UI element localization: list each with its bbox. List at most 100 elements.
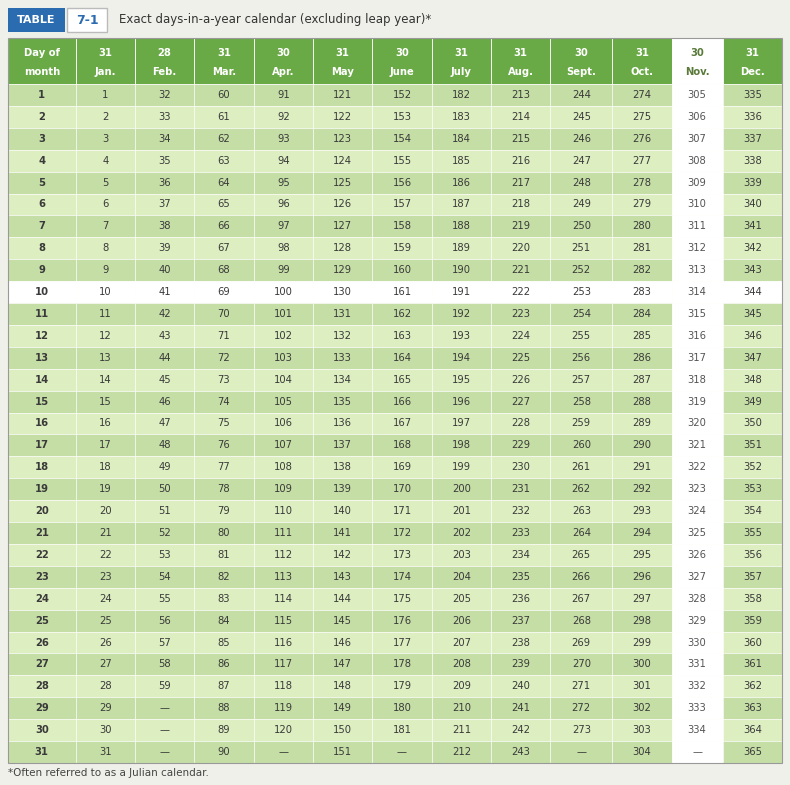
Bar (723, 697, 782, 719)
Text: 251: 251 (572, 243, 591, 254)
Bar (135, 588, 194, 610)
Text: 76: 76 (217, 440, 231, 451)
Text: 348: 348 (743, 374, 762, 385)
Text: 174: 174 (393, 571, 412, 582)
Text: 293: 293 (632, 506, 652, 516)
Text: 349: 349 (743, 396, 762, 407)
Text: 116: 116 (274, 637, 293, 648)
Text: 119: 119 (274, 703, 293, 714)
Text: 149: 149 (333, 703, 352, 714)
Bar (194, 697, 254, 719)
Bar (431, 347, 491, 369)
Bar (254, 588, 313, 610)
Bar (491, 84, 551, 106)
Bar (612, 38, 672, 84)
Bar (194, 566, 254, 588)
Text: 60: 60 (218, 90, 230, 100)
Bar (194, 194, 254, 215)
Text: 238: 238 (511, 637, 530, 648)
Text: 246: 246 (572, 133, 591, 144)
Bar (313, 588, 372, 610)
Bar (612, 281, 672, 303)
Bar (491, 369, 551, 391)
Text: 267: 267 (572, 593, 591, 604)
Bar (431, 456, 491, 478)
Text: 312: 312 (687, 243, 706, 254)
Bar (254, 259, 313, 281)
Text: 18: 18 (99, 462, 111, 473)
Text: 5: 5 (38, 177, 45, 188)
Bar (194, 347, 254, 369)
Bar (551, 478, 612, 500)
Text: 30: 30 (395, 48, 409, 58)
Bar (76, 281, 135, 303)
Bar (254, 675, 313, 697)
Bar (372, 741, 431, 763)
Text: 167: 167 (393, 418, 412, 429)
Text: 48: 48 (158, 440, 171, 451)
Text: 28: 28 (158, 48, 171, 58)
Text: 21: 21 (35, 528, 49, 538)
Bar (313, 303, 372, 325)
Text: 339: 339 (743, 177, 762, 188)
Bar (8, 281, 76, 303)
Text: 225: 225 (511, 352, 530, 363)
Bar (254, 697, 313, 719)
Text: 75: 75 (217, 418, 231, 429)
Text: 209: 209 (452, 681, 471, 692)
Text: 29: 29 (35, 703, 49, 714)
Bar (672, 303, 723, 325)
Text: 356: 356 (743, 550, 762, 560)
Text: 9: 9 (102, 265, 108, 276)
Bar (254, 544, 313, 566)
Bar (135, 434, 194, 456)
Text: 180: 180 (393, 703, 412, 714)
Text: 268: 268 (572, 615, 591, 626)
Bar (135, 281, 194, 303)
Text: 30: 30 (574, 48, 589, 58)
Bar (723, 456, 782, 478)
Text: 169: 169 (393, 462, 412, 473)
Text: 20: 20 (99, 506, 111, 516)
Bar (612, 303, 672, 325)
Bar (76, 369, 135, 391)
Text: 10: 10 (99, 287, 111, 297)
Text: 28: 28 (35, 681, 49, 692)
Text: 103: 103 (274, 352, 293, 363)
Text: 51: 51 (158, 506, 171, 516)
Bar (551, 675, 612, 697)
Text: 31: 31 (336, 48, 350, 58)
Text: 12: 12 (99, 331, 111, 341)
Text: 311: 311 (687, 221, 706, 232)
Bar (76, 632, 135, 653)
Text: 340: 340 (743, 199, 762, 210)
Bar (135, 719, 194, 741)
Bar (551, 237, 612, 259)
Text: 279: 279 (632, 199, 652, 210)
Text: 30: 30 (35, 725, 49, 735)
Text: 114: 114 (274, 593, 293, 604)
Text: Jan.: Jan. (95, 67, 116, 77)
Bar (372, 588, 431, 610)
Text: 27: 27 (35, 659, 49, 670)
Text: 146: 146 (333, 637, 352, 648)
Text: 252: 252 (572, 265, 591, 276)
Text: 155: 155 (393, 155, 412, 166)
Text: 345: 345 (743, 309, 762, 319)
Bar (313, 84, 372, 106)
Bar (254, 741, 313, 763)
Text: 93: 93 (277, 133, 290, 144)
Text: 53: 53 (158, 550, 171, 560)
Text: 140: 140 (333, 506, 352, 516)
Bar (135, 172, 194, 194)
Bar (254, 172, 313, 194)
Bar (194, 719, 254, 741)
Text: 204: 204 (452, 571, 471, 582)
Bar (254, 434, 313, 456)
Bar (76, 653, 135, 675)
Text: 197: 197 (452, 418, 471, 429)
Bar (672, 369, 723, 391)
Text: Oct.: Oct. (630, 67, 653, 77)
Text: 257: 257 (572, 374, 591, 385)
Bar (372, 194, 431, 215)
